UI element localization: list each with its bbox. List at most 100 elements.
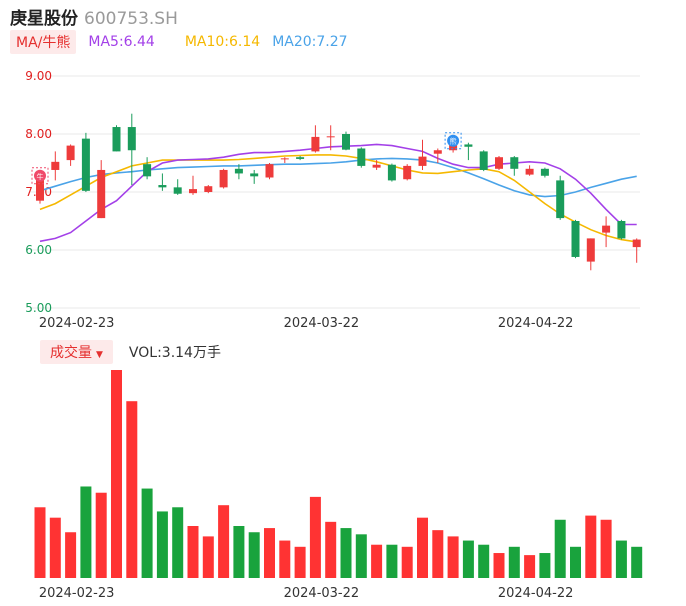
volume-bar [524, 555, 536, 578]
volume-bar [279, 540, 291, 578]
volume-indicator-label: 成交量 [50, 345, 92, 361]
volume-bar [264, 528, 275, 578]
volume-value: VOL:3.14万手 [128, 345, 221, 361]
volume-bar [570, 546, 581, 578]
candle-body [433, 150, 442, 154]
volume-bar [615, 540, 627, 578]
candle-body [296, 157, 305, 159]
volume-bar [309, 496, 321, 578]
candle-body [127, 127, 136, 151]
stock-name: 庚星股份 [10, 9, 78, 29]
x-tick-label: 2024-04-22 [498, 316, 574, 331]
candle-body [495, 157, 503, 169]
candle-body [632, 239, 641, 248]
bear-marker-icon [447, 134, 460, 147]
candle-body [204, 186, 213, 192]
volume-bar [600, 519, 612, 578]
volume-bar [80, 486, 92, 578]
volume-legend: 成交量 ▼ VOL:3.14万手 [40, 340, 221, 364]
candle-body [112, 127, 121, 152]
candle-body [219, 169, 228, 188]
x-tick-label: 2024-03-22 [284, 586, 360, 601]
candle-body [556, 180, 565, 219]
candle-body [510, 157, 519, 169]
ma-legend: MA/牛熊 MA5:6.44 MA10:6.14 MA20:7.27 [10, 30, 348, 54]
bull-marker-frame [31, 167, 49, 185]
volume-bar [585, 515, 597, 578]
candle-body [143, 164, 152, 177]
candle-body [311, 136, 320, 152]
candle-body [234, 168, 243, 174]
candle-body [372, 164, 381, 168]
volume-bar [187, 526, 199, 578]
ma-indicator-selector[interactable]: MA/牛熊 [10, 30, 77, 54]
volume-bar [432, 530, 444, 578]
x-tick-label: 2024-02-23 [39, 586, 115, 601]
volume-bar [95, 492, 107, 578]
ma10-line [39, 154, 637, 243]
volume-bar [493, 553, 505, 578]
volume-bar [554, 519, 566, 578]
candle-body [173, 187, 182, 194]
volume-bar [111, 370, 122, 578]
candle-body [586, 238, 595, 262]
candle-body [418, 156, 427, 166]
x-tick-label: 2024-03-22 [284, 316, 360, 331]
volume-bar [233, 526, 245, 578]
ma5-legend: MA5:6.44 [88, 34, 155, 50]
candle-body [189, 189, 197, 194]
volume-bar [371, 544, 383, 578]
volume-bar [508, 546, 520, 578]
candle-body [81, 138, 90, 191]
ma10-legend: MA10:6.14 [184, 34, 261, 50]
volume-bar [49, 517, 61, 578]
bear-marker-frame [444, 132, 462, 150]
x-tick-label: 2024-02-23 [39, 316, 115, 331]
volume-bar [386, 544, 398, 578]
candle-body [357, 148, 366, 166]
candle-body [250, 173, 259, 177]
candle-body [280, 158, 289, 160]
candle-body [479, 151, 488, 170]
ma5-line [39, 143, 637, 243]
candle-body [525, 168, 534, 175]
stock-header: 庚星股份 600753.SH [10, 4, 178, 29]
candle-body [66, 145, 75, 161]
y-tick-label: 8.00 [25, 127, 52, 141]
candle-body [387, 164, 396, 181]
volume-bar [447, 536, 459, 578]
candle-body [571, 221, 580, 257]
volume-bar [631, 546, 643, 578]
candle-body [36, 175, 44, 201]
candle-body [51, 161, 60, 170]
volume-bar [141, 488, 153, 578]
volume-bar [539, 553, 551, 578]
y-tick-label: 6.00 [25, 243, 52, 257]
candle-body [602, 225, 611, 233]
ma20-legend: MA20:7.27 [272, 34, 348, 50]
bull-marker-label: 牛 [37, 172, 44, 181]
volume-bar [218, 505, 230, 578]
candle-body [449, 144, 458, 151]
candle-body [540, 168, 549, 176]
volume-bar [417, 517, 428, 578]
volume-bar [156, 511, 168, 578]
y-tick-label: 9.00 [25, 69, 52, 83]
volume-bar [340, 528, 352, 578]
volume-bar [401, 546, 413, 578]
bull-marker-icon [34, 169, 46, 182]
volume-bar [34, 507, 46, 578]
volume-bar [478, 544, 490, 578]
volume-indicator-selector[interactable]: 成交量 ▼ [40, 340, 113, 364]
volume-bar [126, 401, 138, 578]
x-tick-label: 2024-04-22 [498, 586, 574, 601]
candle-body [403, 165, 412, 180]
candle-body [97, 169, 106, 219]
volume-bar [294, 546, 306, 578]
volume-bar [325, 521, 337, 578]
caret-down-icon: ▼ [96, 350, 103, 360]
volume-bar [248, 532, 260, 578]
candle-body [265, 164, 274, 178]
candle-body [464, 144, 473, 147]
